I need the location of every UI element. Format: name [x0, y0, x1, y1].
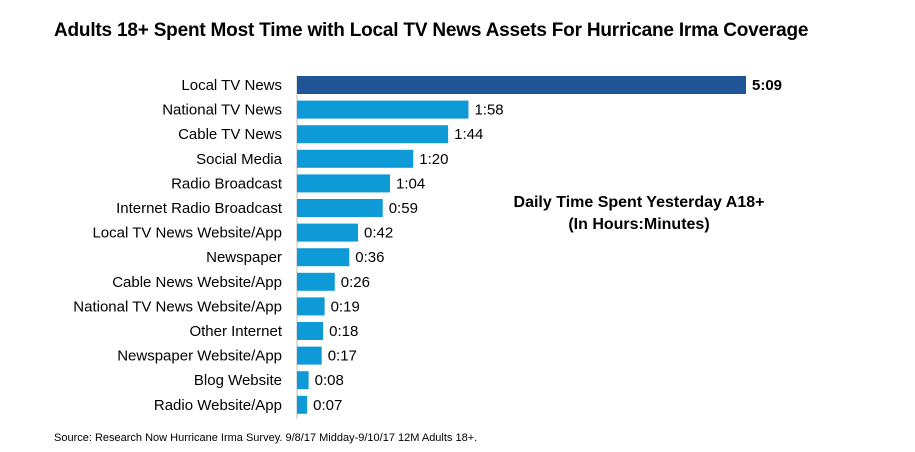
category-label: Newspaper [206, 249, 282, 266]
annotation-line-1: Daily Time Spent Yesterday A18+ [513, 194, 765, 211]
category-label: Internet Radio Broadcast [116, 200, 283, 217]
bar [297, 346, 322, 365]
bar [297, 149, 414, 168]
source-note: Source: Research Now Hurricane Irma Surv… [54, 432, 478, 444]
category-label: National TV News Website/App [73, 298, 282, 315]
bar [297, 322, 324, 340]
category-label: Cable News Website/App [112, 274, 282, 291]
bar [297, 248, 350, 267]
bar [297, 199, 383, 217]
bar [297, 297, 325, 316]
value-label: 0:59 [389, 200, 418, 217]
category-label: National TV News [162, 102, 282, 119]
category-label: Cable TV News [178, 126, 282, 143]
value-label: 0:19 [331, 298, 360, 315]
category-label: Social Media [196, 151, 283, 168]
category-label: Local TV News Website/App [92, 225, 282, 242]
value-label: 0:18 [329, 323, 358, 340]
bar [297, 371, 309, 390]
bar [297, 272, 335, 291]
value-label: 1:04 [396, 175, 425, 192]
bar [297, 223, 359, 242]
bar [297, 395, 308, 414]
value-label: 0:08 [315, 372, 344, 389]
category-label: Radio Website/App [154, 397, 282, 414]
value-label: 0:07 [313, 397, 342, 414]
category-label: Local TV News [181, 77, 282, 94]
category-label: Newspaper Website/App [117, 348, 282, 365]
bar [297, 76, 746, 94]
value-label: 0:26 [341, 274, 370, 291]
bars-group [297, 76, 746, 414]
category-label: Other Internet [189, 323, 282, 340]
bar [297, 125, 449, 144]
category-label: Radio Broadcast [171, 175, 283, 192]
value-label: 0:17 [328, 348, 357, 365]
value-label: 5:09 [752, 77, 782, 94]
value-label: 1:58 [474, 102, 503, 119]
bar [297, 100, 469, 119]
value-label: 1:44 [454, 126, 483, 143]
value-label: 0:36 [355, 249, 384, 266]
annotation-line-2: (In Hours:Minutes) [568, 216, 710, 233]
value-label: 1:20 [419, 151, 448, 168]
value-labels-group: 5:09 1:58 1:44 1:20 1:04 0:59 0:42 0:36 0:26 0:19… [313, 77, 782, 414]
chart-annotation: Daily Time Spent Yesterday A18+ (In Hour… [494, 192, 784, 236]
category-label: Blog Website [194, 372, 282, 389]
category-labels-group: Local TV News National TV News Cable TV Ne… [73, 77, 283, 414]
chart-title: Adults 18+ Spent Most Time with Local TV… [54, 20, 809, 41]
bar [297, 174, 390, 193]
value-label: 0:42 [364, 225, 393, 242]
